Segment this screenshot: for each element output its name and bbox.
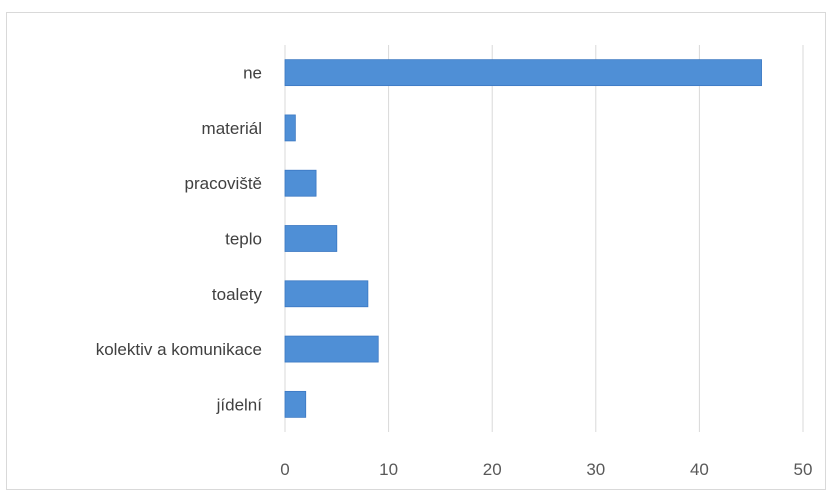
category-labels: ne materiál pracoviště teplo toalety kolektiv… bbox=[96, 64, 263, 415]
x-tick-label: 30 bbox=[586, 460, 605, 479]
x-tick-labels: 0 10 20 30 40 50 bbox=[280, 460, 812, 479]
bar bbox=[284, 114, 296, 142]
bar bbox=[284, 280, 369, 308]
bar bbox=[284, 225, 338, 252]
bars bbox=[284, 59, 762, 418]
bar bbox=[284, 335, 379, 363]
bar bbox=[284, 169, 317, 197]
x-tick-label: 10 bbox=[379, 460, 398, 479]
bar bbox=[284, 390, 307, 418]
bar bbox=[284, 59, 762, 87]
x-tick-label: 0 bbox=[280, 460, 289, 479]
gridlines bbox=[284, 45, 804, 432]
category-label: toalety bbox=[212, 285, 263, 304]
chart-frame bbox=[6, 12, 826, 490]
category-label: kolektiv a komunikace bbox=[96, 340, 262, 359]
x-tick-label: 50 bbox=[794, 460, 813, 479]
x-tick-label: 40 bbox=[690, 460, 709, 479]
category-label: ne bbox=[243, 64, 262, 83]
category-label: jídelní bbox=[216, 395, 263, 414]
x-tick-label: 20 bbox=[483, 460, 502, 479]
category-label: materiál bbox=[202, 119, 262, 138]
category-label: pracoviště bbox=[185, 174, 262, 193]
category-label: teplo bbox=[225, 230, 262, 249]
